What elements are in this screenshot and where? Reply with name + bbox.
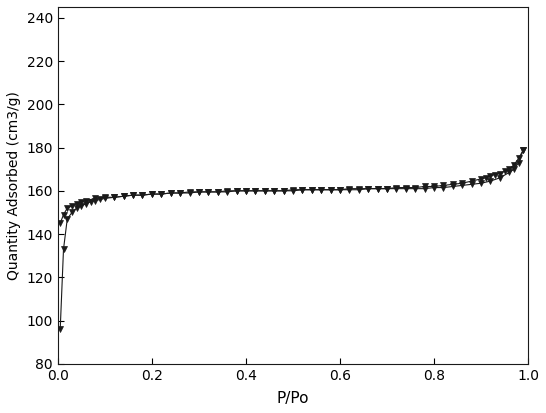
X-axis label: P/Po: P/Po bbox=[277, 391, 309, 406]
Y-axis label: Quantity Adsorbed (cm3/g): Quantity Adsorbed (cm3/g) bbox=[7, 91, 21, 280]
